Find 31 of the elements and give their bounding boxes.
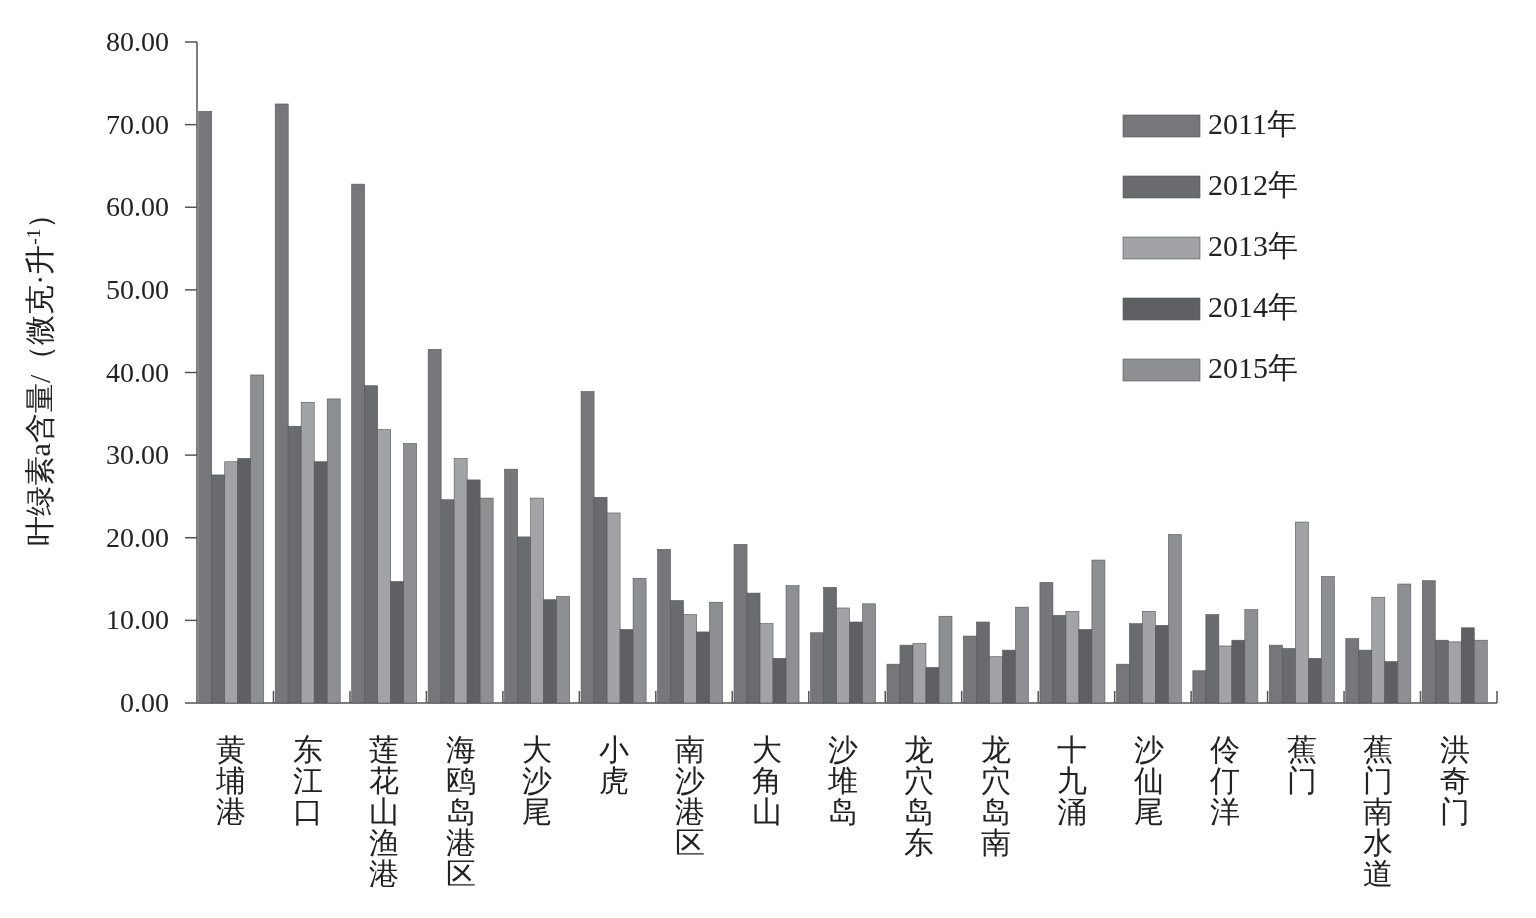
legend-label: 2015年 — [1208, 351, 1298, 384]
y-tick-label: 30.00 — [106, 439, 169, 471]
x-tick-label: 小虎 — [598, 733, 629, 797]
legend-label: 2011年 — [1208, 107, 1297, 140]
x-tick-label: 南沙港区 — [675, 733, 706, 859]
x-tick-label: 伶仃洋 — [1209, 733, 1241, 828]
y-tick-label: 50.00 — [106, 273, 169, 305]
legend-label: 2013年 — [1208, 229, 1298, 262]
x-tick-label: 蕉门 — [1286, 733, 1317, 797]
x-tick-label: 龙穴岛南 — [980, 733, 1011, 859]
legend-label: 2012年 — [1208, 168, 1298, 201]
x-tick-label: 蕉门南水道 — [1363, 733, 1394, 890]
x-tick-label: 洪奇门 — [1439, 733, 1470, 828]
x-tick-label: 沙仙尾 — [1133, 733, 1164, 828]
x-tick-label: 大角山 — [751, 733, 782, 828]
x-tick-label: 莲花山渔港 — [369, 733, 400, 890]
y-tick-label: 70.00 — [106, 108, 169, 140]
x-tick-label: 东江口 — [292, 733, 323, 828]
y-tick-label: 80.00 — [106, 26, 169, 57]
y-tick-label: 10.00 — [106, 604, 169, 636]
legend-label: 2014年 — [1208, 290, 1298, 323]
x-tick-label: 海鸥岛港区 — [445, 733, 476, 890]
x-tick-label: 大沙尾 — [522, 733, 553, 828]
y-tick-label: 60.00 — [106, 191, 169, 223]
x-tick-label: 沙堆岛 — [827, 733, 858, 828]
y-tick-label: 40.00 — [106, 356, 169, 388]
y-tick-label: 0.00 — [120, 687, 169, 718]
x-tick-label: 黄埔港 — [215, 733, 247, 828]
x-tick-label: 龙穴岛东 — [904, 733, 935, 859]
y-tick-label: 20.00 — [106, 521, 169, 553]
x-tick-label: 十九涌 — [1057, 733, 1088, 828]
